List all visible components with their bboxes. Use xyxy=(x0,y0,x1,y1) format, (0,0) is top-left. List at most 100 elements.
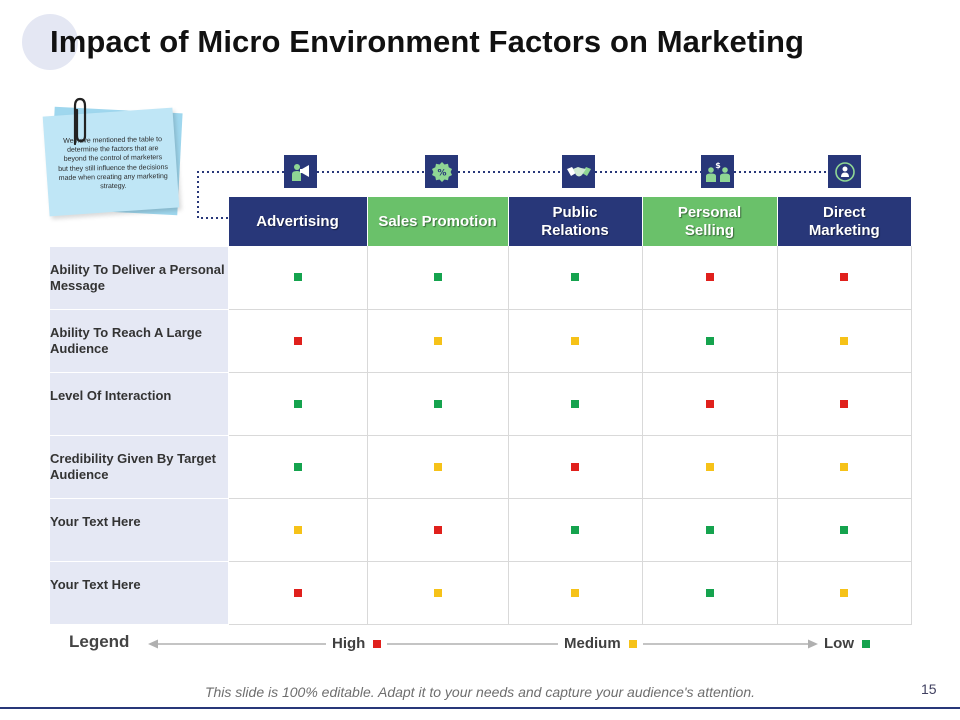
rating-high-marker xyxy=(705,399,714,408)
svg-text:%: % xyxy=(437,168,446,178)
rating-cell xyxy=(777,372,912,436)
table-row: Credibility Given By Target Audience xyxy=(50,434,912,499)
rating-medium-marker xyxy=(433,336,442,345)
rating-medium-marker xyxy=(840,336,848,345)
rating-cell xyxy=(642,372,778,436)
rating-cell xyxy=(227,561,368,625)
rating-cell xyxy=(227,498,368,562)
rating-medium-marker xyxy=(293,525,302,534)
rating-low-marker xyxy=(433,273,442,282)
rating-cell xyxy=(227,372,368,436)
legend-label-low: Low xyxy=(824,635,854,652)
rating-cell xyxy=(777,309,912,373)
row-label-text: Your Text Here xyxy=(50,576,141,592)
row-label: Your Text Here xyxy=(50,497,228,562)
rating-low-marker xyxy=(705,588,714,597)
legend-swatch-high xyxy=(373,639,382,648)
page-title: Impact of Micro Environment Factors on M… xyxy=(50,24,805,59)
people-dollar-icon: $ xyxy=(701,155,734,188)
legend-title: Legend xyxy=(69,632,130,651)
column-header-advertising: Advertising xyxy=(227,197,367,246)
legend-arrow-line xyxy=(148,639,818,649)
rating-medium-marker xyxy=(840,588,848,597)
row-label: Ability To Deliver a Personal Message xyxy=(50,245,228,310)
column-header-public-relations: Public Relations xyxy=(507,197,642,246)
rating-cell xyxy=(642,309,778,373)
rating-cell xyxy=(508,498,643,562)
row-label-text: Ability To Deliver a Personal Message xyxy=(50,261,225,293)
legend-swatch-medium xyxy=(628,639,637,648)
table-header-row: Advertising Sales Promotion Public Relat… xyxy=(50,197,911,246)
rating-medium-marker xyxy=(433,462,442,471)
row-label-text: Your Text Here xyxy=(50,513,141,529)
legend-item-low: Low xyxy=(818,635,876,652)
title-accent-circle xyxy=(22,14,78,70)
column-header-personal-selling: Personal Selling xyxy=(641,197,777,246)
legend-swatch-low xyxy=(862,639,870,648)
rating-cell xyxy=(508,246,643,310)
rating-cell xyxy=(367,498,509,562)
row-label-text: Level Of Interaction xyxy=(50,387,172,403)
rating-cell xyxy=(227,435,368,499)
rating-cell xyxy=(508,561,643,625)
sticky-note-text: We have mentioned the table to determine… xyxy=(58,136,168,191)
rating-cell xyxy=(367,246,509,310)
rating-cell xyxy=(508,309,643,373)
column-header-direct-marketing: Direct Marketing xyxy=(776,197,911,246)
rating-low-marker xyxy=(705,525,714,534)
rating-cell xyxy=(642,561,778,625)
rating-cell xyxy=(227,246,368,310)
rating-cell xyxy=(642,498,778,562)
rating-low-marker xyxy=(705,336,714,345)
rating-medium-marker xyxy=(705,462,714,471)
legend-item-medium: Medium xyxy=(558,635,643,652)
rating-medium-marker xyxy=(571,336,579,345)
rating-high-marker xyxy=(293,588,302,597)
column-header-sales-promotion: Sales Promotion xyxy=(366,197,508,246)
row-label-text: Credibility Given By Target Audience xyxy=(50,450,216,482)
rating-high-marker xyxy=(293,336,302,345)
rating-low-marker xyxy=(293,462,302,471)
rating-high-marker xyxy=(433,525,442,534)
bottom-rule xyxy=(0,707,960,709)
rating-low-marker xyxy=(840,525,848,534)
row-label: Ability To Reach A Large Audience xyxy=(50,308,228,373)
table-corner xyxy=(50,197,228,246)
rating-medium-marker xyxy=(571,588,579,597)
rating-cell xyxy=(367,561,509,625)
rating-low-marker xyxy=(571,525,579,534)
svg-text:$: $ xyxy=(715,161,721,170)
rating-high-marker xyxy=(840,399,848,408)
rating-medium-marker xyxy=(840,462,848,471)
rating-low-marker xyxy=(293,399,302,408)
rating-low-marker xyxy=(571,273,579,282)
row-label: Level Of Interaction xyxy=(50,371,228,436)
page-number: 15 xyxy=(921,681,937,697)
factors-table: Advertising Sales Promotion Public Relat… xyxy=(50,197,912,625)
table-row: Ability To Deliver a Personal Message xyxy=(50,245,912,310)
row-label-text: Ability To Reach A Large Audience xyxy=(50,324,202,356)
paperclip-icon xyxy=(73,97,87,146)
rating-cell xyxy=(777,498,912,562)
rating-cell xyxy=(227,309,368,373)
table-row: Your Text Here xyxy=(50,497,912,562)
table-row: Your Text Here xyxy=(50,560,912,625)
percent-badge-icon: % xyxy=(425,155,458,188)
table-row: Ability To Reach A Large Audience xyxy=(50,308,912,373)
rating-cell xyxy=(508,372,643,436)
rating-high-marker xyxy=(840,273,848,282)
rating-cell xyxy=(777,246,912,310)
rating-cell xyxy=(642,246,778,310)
rating-cell xyxy=(508,435,643,499)
handshake-icon xyxy=(562,155,595,188)
row-label: Your Text Here xyxy=(50,560,228,625)
rating-cell xyxy=(777,435,912,499)
rating-low-marker xyxy=(293,273,302,282)
rating-high-marker xyxy=(705,273,714,282)
rating-cell xyxy=(367,435,509,499)
legend-item-high: High xyxy=(326,635,388,652)
rating-high-marker xyxy=(571,462,579,471)
rating-cell xyxy=(367,372,509,436)
rating-medium-marker xyxy=(433,588,442,597)
rating-low-marker xyxy=(433,399,442,408)
